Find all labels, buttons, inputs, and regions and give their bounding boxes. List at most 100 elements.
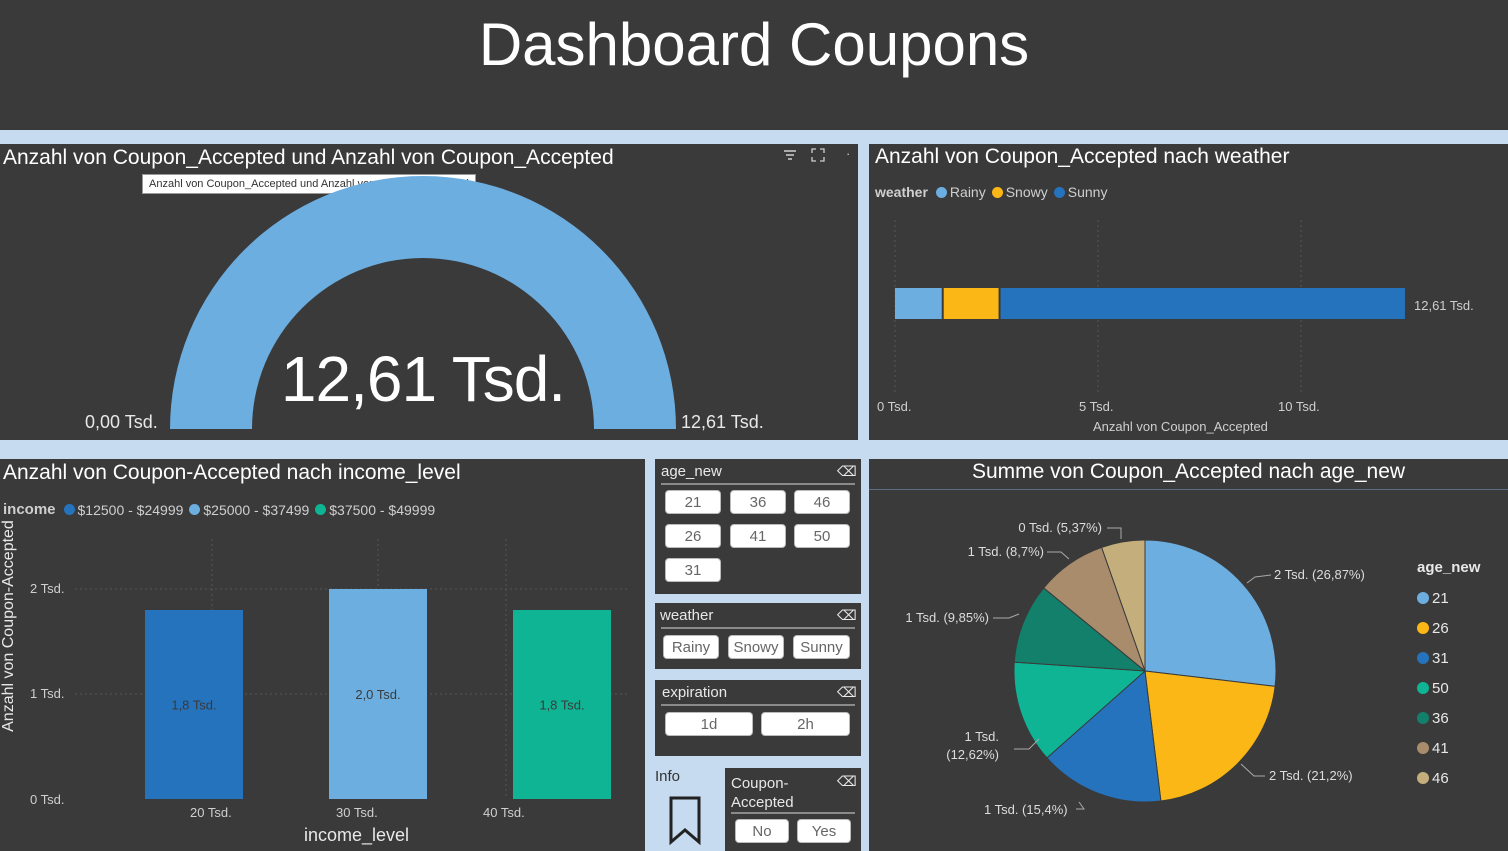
income-bar[interactable] xyxy=(145,610,243,799)
legend-dot xyxy=(991,186,1003,198)
age-option-31[interactable]: 31 xyxy=(665,558,721,582)
legend-item-sunny[interactable]: Sunny xyxy=(1053,184,1108,200)
legend-label: 46 xyxy=(1432,769,1449,787)
pie-slice-21[interactable] xyxy=(1144,539,1277,687)
pie-slice-50[interactable] xyxy=(1013,661,1147,759)
pie-legend-item-26[interactable]: 26 xyxy=(1417,613,1449,643)
legend-label: $25000 - $37499 xyxy=(203,501,310,518)
legend-item-snowy[interactable]: Snowy xyxy=(991,184,1048,200)
legend-label: $12500 - $24999 xyxy=(77,501,184,518)
pie-legend-item-21[interactable]: 21 xyxy=(1417,583,1449,613)
pie-slice-31[interactable] xyxy=(1046,669,1162,803)
weather-legend-title: weather xyxy=(875,184,928,200)
legend-label: 50 xyxy=(1432,679,1449,697)
leader-line xyxy=(1107,527,1122,539)
coupon-slicer-title: Coupon- Accepted xyxy=(731,774,794,812)
coupon-accepted-slicer: Coupon- Accepted ⌫ No Yes xyxy=(725,768,861,851)
weather-chart-panel[interactable]: Anzahl von Coupon_Accepted nach weather … xyxy=(869,144,1508,440)
legend-label: Snowy xyxy=(1005,184,1048,200)
legend-label: 36 xyxy=(1432,709,1449,727)
weather-bar-snowy[interactable] xyxy=(943,288,999,319)
legend-dot xyxy=(189,504,201,515)
income-bar[interactable] xyxy=(513,610,611,799)
age-option-21[interactable]: 21 xyxy=(665,490,721,514)
legend-dot xyxy=(1417,772,1429,784)
legend-dot xyxy=(1417,652,1429,664)
legend-item-income-3[interactable]: $37500 - $49999 xyxy=(315,502,435,518)
coupon-slicer-title-line: Coupon- xyxy=(731,775,789,792)
legend-item-income-1[interactable]: $12500 - $24999 xyxy=(63,501,184,518)
weather-option-sunny[interactable]: Sunny xyxy=(793,635,850,659)
age-option-50[interactable]: 50 xyxy=(794,524,850,548)
pie-data-label: 1 Tsd. (8,7%) xyxy=(968,544,1044,559)
coupon-option-no[interactable]: No xyxy=(735,819,789,843)
weather-chart-svg xyxy=(894,220,1405,392)
pie-data-label: 1 Tsd. xyxy=(965,729,999,744)
income-bar[interactable] xyxy=(329,589,427,799)
eraser-icon[interactable]: ⌫ xyxy=(837,607,857,623)
gauge-title: Anzahl von Coupon_Accepted und Anzahl vo… xyxy=(3,146,614,169)
leader-line xyxy=(1246,574,1272,584)
income-legend-title: income xyxy=(3,501,56,518)
pie-legend-item-36[interactable]: 36 xyxy=(1417,703,1449,733)
legend-dot xyxy=(935,186,947,198)
pie-chart-svg: 2 Tsd. (26,87%) 2 Tsd. (21,2%) 1 Tsd. (15,… xyxy=(905,520,1365,817)
y-tick: 1 Tsd. xyxy=(30,686,65,701)
focus-mode-icon[interactable] xyxy=(811,148,825,165)
leader-line xyxy=(1047,551,1070,560)
gauge-panel[interactable]: Anzahl von Coupon_Accepted und Anzahl vo… xyxy=(0,144,858,440)
age-option-36[interactable]: 36 xyxy=(730,490,786,514)
x-tick: 20 Tsd. xyxy=(190,805,232,820)
eraser-icon[interactable]: ⌫ xyxy=(837,463,857,479)
pie-legend-item-50[interactable]: 50 xyxy=(1417,673,1449,703)
x-tick: 30 Tsd. xyxy=(336,805,378,820)
legend-item-income-2[interactable]: $25000 - $37499 xyxy=(189,502,309,518)
gauge-arc xyxy=(170,176,676,429)
bookmark-icon[interactable] xyxy=(667,796,703,851)
age-option-41[interactable]: 41 xyxy=(730,524,786,548)
weather-legend: weather Rainy Snowy Sunny xyxy=(875,184,1113,200)
pie-data-label: 2 Tsd. (21,2%) xyxy=(1269,768,1353,783)
more-options-icon[interactable]: · xyxy=(846,146,851,161)
legend-label: 31 xyxy=(1432,649,1449,667)
title-divider xyxy=(869,489,1508,490)
slicer-underline xyxy=(731,812,855,814)
pie-slice-46[interactable] xyxy=(1101,539,1146,672)
dashboard-header: Dashboard Coupons xyxy=(0,0,1508,130)
age-option-26[interactable]: 26 xyxy=(665,524,721,548)
weather-option-snowy[interactable]: Snowy xyxy=(728,635,784,659)
leader-line xyxy=(993,613,1020,619)
pie-legend-item-41[interactable]: 41 xyxy=(1417,733,1449,763)
income-chart-panel[interactable]: Anzahl von Coupon-Accepted nach income_l… xyxy=(0,459,645,851)
pie-legend-item-31[interactable]: 31 xyxy=(1417,643,1449,673)
legend-label: Sunny xyxy=(1067,184,1108,200)
gauge-min-label: 0,00 Tsd. xyxy=(85,412,158,432)
age-option-46[interactable]: 46 xyxy=(794,490,850,514)
leader-line xyxy=(1014,738,1040,750)
pie-data-label: 0 Tsd. (5,37%) xyxy=(1018,520,1102,535)
legend-item-rainy[interactable]: Rainy xyxy=(935,184,986,200)
income-chart-svg: 1,8 Tsd. 2,0 Tsd. 1,8 Tsd. xyxy=(75,539,630,799)
expiration-option-1d[interactable]: 1d xyxy=(665,712,753,736)
weather-option-rainy[interactable]: Rainy xyxy=(663,635,719,659)
eraser-icon[interactable]: ⌫ xyxy=(837,684,857,700)
bar-data-label: 2,0 Tsd. xyxy=(355,687,400,702)
pie-slice-26[interactable] xyxy=(1144,670,1276,802)
x-axis-label: income_level xyxy=(304,825,410,845)
expiration-option-2h[interactable]: 2h xyxy=(761,712,850,736)
coupon-slicer-title-line: Accepted xyxy=(731,794,794,811)
bar-data-label: 1,8 Tsd. xyxy=(539,698,584,713)
pie-chart-panel[interactable]: Summe von Coupon_Accepted nach age_new 2… xyxy=(869,459,1508,851)
slicer-underline xyxy=(661,627,855,629)
weather-bar-sunny[interactable] xyxy=(1000,288,1405,319)
filter-icon[interactable] xyxy=(783,148,797,165)
weather-bar-rainy[interactable] xyxy=(895,288,942,319)
pie-legend-item-46[interactable]: 46 xyxy=(1417,763,1449,793)
eraser-icon[interactable]: ⌫ xyxy=(837,773,857,789)
pie-data-label: 2 Tsd. (26,87%) xyxy=(1274,567,1365,582)
x-tick: 10 Tsd. xyxy=(1278,399,1320,414)
coupon-option-yes[interactable]: Yes xyxy=(797,819,851,843)
pie-slice-36[interactable] xyxy=(1013,587,1147,672)
gauge-value: 12,61 Tsd. xyxy=(280,343,566,415)
pie-data-label: (12,62%) xyxy=(946,747,999,762)
